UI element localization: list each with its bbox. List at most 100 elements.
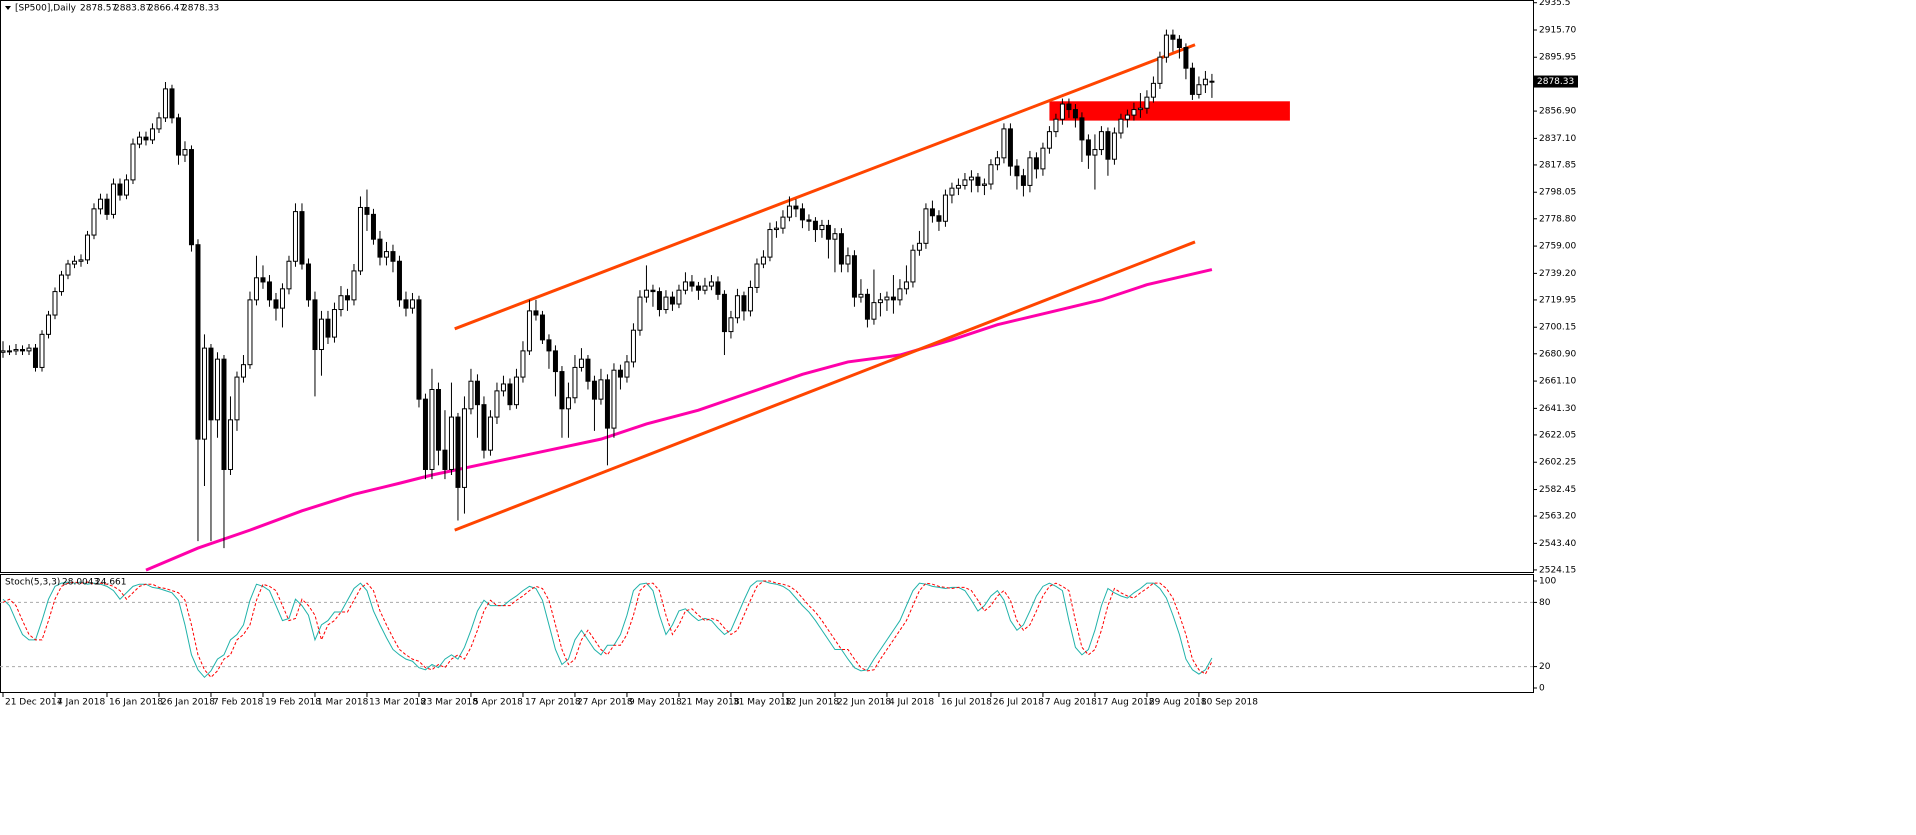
candle-body — [247, 299, 253, 366]
y-tick-label: 2661.10 — [1539, 377, 1576, 387]
candle-body — [123, 179, 129, 196]
candle-body — [331, 309, 337, 338]
candle-body — [871, 302, 877, 320]
candle-body — [565, 397, 571, 410]
candle-body — [1137, 107, 1143, 111]
candle-body — [578, 358, 584, 368]
candle-body — [734, 295, 740, 319]
candle-body — [955, 184, 961, 189]
stoch-frame — [0, 574, 1534, 693]
candle-body — [1033, 157, 1039, 170]
candle-body — [149, 128, 155, 141]
candle-body — [676, 289, 682, 305]
candle-body — [682, 281, 688, 291]
candle-body — [344, 295, 350, 301]
x-tick-label: 4 Jan 2018 — [57, 698, 105, 708]
candle-body — [1150, 82, 1156, 98]
candle-body — [169, 88, 175, 119]
candle-body — [429, 388, 435, 470]
y-tick-label: 2680.90 — [1539, 349, 1576, 359]
candle-body — [1066, 103, 1072, 111]
header-open: 2878.57 — [80, 4, 117, 14]
candle-body — [52, 291, 58, 316]
candle-body — [351, 270, 357, 301]
x-tick-label: 16 Jan 2018 — [109, 698, 163, 708]
candle-body — [130, 143, 136, 181]
candle-body — [656, 291, 662, 311]
candle-body — [1105, 131, 1111, 160]
candle-body — [474, 380, 480, 406]
candle-body — [1020, 175, 1026, 186]
y-tick-label: 2700.15 — [1539, 323, 1576, 333]
candle-body — [370, 213, 376, 240]
candle-body — [299, 211, 305, 265]
candle-body — [598, 379, 604, 400]
candle-body — [611, 369, 617, 429]
x-tick-label: 4 Jul 2018 — [889, 698, 934, 708]
x-tick-label: 16 Jul 2018 — [941, 698, 992, 708]
candle-body — [435, 388, 441, 451]
candle-body — [279, 288, 285, 309]
candle-body — [721, 293, 727, 333]
candle-body — [0, 350, 6, 353]
candle-body — [702, 285, 708, 291]
candle-body — [403, 299, 409, 309]
main-plot — [0, 29, 1290, 572]
candle-body — [377, 238, 383, 258]
x-tick-label: 5 Apr 2018 — [473, 698, 523, 708]
candle-body — [175, 117, 181, 156]
candle-body — [708, 281, 714, 287]
x-tick-label: 26 Jan 2018 — [161, 698, 215, 708]
candle-body — [604, 379, 610, 429]
y-tick-label: 2837.10 — [1539, 134, 1576, 144]
candle-body — [1053, 118, 1059, 133]
candle-body — [396, 260, 402, 301]
y-tick-label: 2935.5 — [1539, 0, 1571, 8]
overlay-line — [454, 240, 1196, 532]
candle-body — [572, 366, 578, 399]
candle-body — [936, 215, 942, 222]
candle-body — [195, 244, 201, 440]
candle-body — [84, 234, 90, 261]
candle-body — [526, 310, 532, 352]
candle-body — [208, 347, 214, 421]
candle-body — [669, 296, 675, 305]
candle-body — [1098, 131, 1104, 151]
y-tick-label: 2563.20 — [1539, 512, 1576, 522]
candle-body — [513, 376, 519, 406]
candle-body — [793, 205, 799, 210]
candle-body — [45, 314, 51, 335]
candle-body — [455, 416, 461, 488]
candle-body — [1209, 80, 1215, 83]
candle-body — [461, 408, 467, 488]
candle-body — [1163, 34, 1169, 58]
candle-body — [91, 208, 97, 236]
candle-body — [221, 358, 227, 470]
y-tick-label: 2778.80 — [1539, 214, 1576, 224]
candle-body — [201, 347, 207, 440]
candle-body — [39, 333, 45, 368]
candle-body — [182, 149, 188, 156]
candle-body — [747, 286, 753, 312]
candle-body — [689, 281, 695, 287]
candle-body — [390, 251, 396, 262]
candle-body — [539, 314, 545, 341]
y-tick-label: 2543.40 — [1539, 539, 1576, 549]
candle-body — [1040, 147, 1046, 170]
candle-body — [864, 293, 870, 320]
candle-body — [1027, 157, 1033, 186]
x-tick-label: 29 Aug 2018 — [1149, 698, 1207, 708]
candle-body — [422, 398, 428, 470]
candle-body — [1001, 128, 1007, 159]
candle-body — [773, 227, 779, 231]
y-tick-label: 2739.20 — [1539, 269, 1576, 279]
y-tick-label: 20 — [1539, 662, 1551, 672]
overlay-line — [454, 43, 1196, 331]
price-label: 2878.33 — [1537, 77, 1574, 87]
candle-body — [858, 293, 864, 298]
candle-body — [442, 449, 448, 470]
candle-body — [494, 390, 500, 418]
header-high: 2883.87 — [114, 4, 151, 14]
y-tick-label: 80 — [1539, 598, 1551, 608]
candle-body — [695, 285, 701, 291]
